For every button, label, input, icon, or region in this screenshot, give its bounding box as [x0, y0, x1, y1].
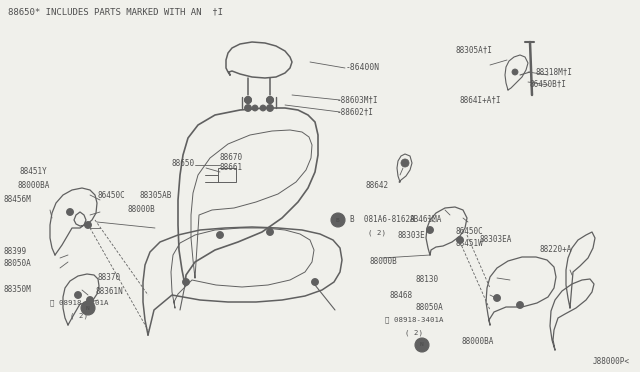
Text: ( 2): ( 2): [368, 230, 386, 236]
Text: 8864I+A†I: 8864I+A†I: [460, 96, 502, 105]
Text: 88456M: 88456M: [3, 196, 31, 205]
Circle shape: [512, 69, 518, 75]
Text: 86450C: 86450C: [98, 190, 125, 199]
Text: J88000P<: J88000P<: [593, 357, 630, 366]
Text: 88303EA: 88303EA: [480, 235, 513, 244]
Text: Ⓝ 08918-3401A: Ⓝ 08918-3401A: [50, 300, 109, 306]
Circle shape: [244, 105, 252, 112]
Text: 88000B: 88000B: [128, 205, 156, 215]
Circle shape: [266, 96, 273, 103]
Text: 88000B: 88000B: [370, 257, 397, 266]
Text: 88361N: 88361N: [95, 288, 123, 296]
Text: 88451W: 88451W: [455, 240, 483, 248]
Circle shape: [260, 105, 266, 111]
Circle shape: [426, 227, 433, 234]
Circle shape: [86, 296, 93, 304]
Text: -88602†I: -88602†I: [337, 108, 374, 116]
Circle shape: [67, 208, 74, 215]
Circle shape: [415, 338, 429, 352]
Circle shape: [266, 105, 273, 112]
Circle shape: [312, 279, 319, 285]
Circle shape: [244, 96, 252, 103]
Text: B  081A6-8162A: B 081A6-8162A: [350, 215, 415, 224]
Text: N: N: [86, 305, 90, 311]
Text: 8B461MA: 8B461MA: [410, 215, 442, 224]
Text: 86450C: 86450C: [455, 228, 483, 237]
Circle shape: [216, 231, 223, 238]
Text: 88000BA: 88000BA: [18, 180, 51, 189]
Text: 88650* INCLUDES PARTS MARKED WITH AN  †I: 88650* INCLUDES PARTS MARKED WITH AN †I: [8, 7, 223, 16]
Text: ( 2): ( 2): [70, 313, 88, 319]
Text: 88050A: 88050A: [3, 260, 31, 269]
Circle shape: [266, 96, 273, 103]
Text: -86400N: -86400N: [346, 64, 380, 73]
Text: 88220+A: 88220+A: [540, 246, 572, 254]
Text: 88670: 88670: [220, 154, 243, 163]
Text: 88303E: 88303E: [398, 231, 426, 240]
Circle shape: [516, 301, 524, 308]
Circle shape: [456, 237, 463, 244]
Text: Ⓝ 08918-3401A: Ⓝ 08918-3401A: [385, 317, 444, 323]
Text: 88451Y: 88451Y: [20, 167, 48, 176]
Text: 88350M: 88350M: [3, 285, 31, 295]
Text: B: B: [336, 218, 340, 222]
Text: 86450B†I: 86450B†I: [530, 80, 567, 89]
Circle shape: [493, 295, 500, 301]
Text: ( 2): ( 2): [405, 330, 423, 336]
Text: 88370: 88370: [98, 273, 121, 282]
Text: 88650: 88650: [172, 158, 195, 167]
Text: 88305A†I: 88305A†I: [455, 45, 492, 55]
Text: 88050A: 88050A: [415, 304, 443, 312]
Text: 88661: 88661: [220, 164, 243, 173]
Text: 88130: 88130: [415, 276, 438, 285]
Circle shape: [81, 301, 95, 315]
Text: 88642: 88642: [365, 180, 388, 189]
Text: 88305AB: 88305AB: [140, 190, 172, 199]
Circle shape: [182, 279, 189, 285]
Circle shape: [84, 221, 92, 228]
Circle shape: [244, 96, 252, 103]
Circle shape: [266, 228, 273, 235]
Text: -88603M†I: -88603M†I: [337, 96, 379, 105]
Circle shape: [331, 213, 345, 227]
Circle shape: [401, 159, 409, 167]
Text: 88000BA: 88000BA: [462, 337, 494, 346]
Text: 88318M†I: 88318M†I: [535, 67, 572, 77]
Circle shape: [252, 105, 258, 111]
Text: 88468: 88468: [390, 292, 413, 301]
Text: N: N: [420, 343, 424, 347]
Text: 88399: 88399: [3, 247, 26, 257]
Circle shape: [74, 292, 81, 298]
